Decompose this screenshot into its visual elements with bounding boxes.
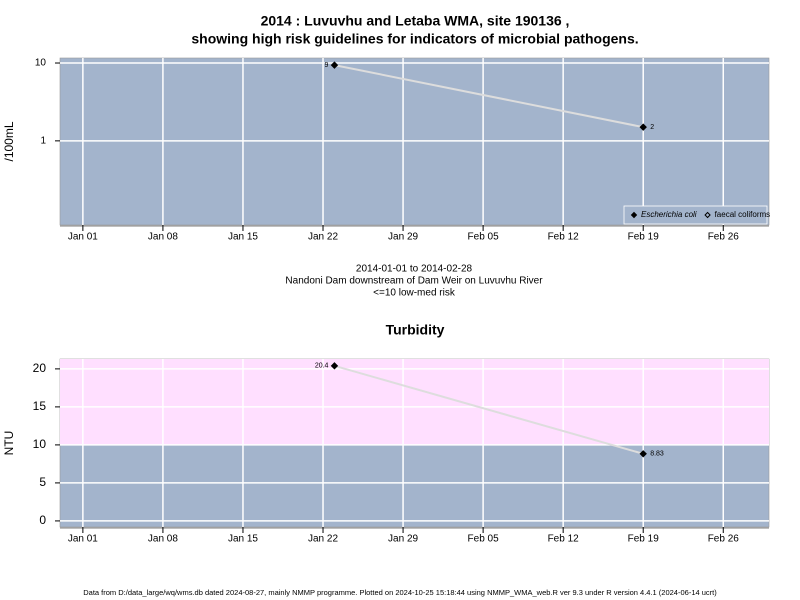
caption: 2014-01-01 to 2014-02-28	[356, 264, 473, 275]
y-tick-label: 10	[35, 58, 47, 69]
data-point	[330, 362, 339, 370]
legend-label: faecal coliforms	[715, 210, 771, 219]
legend-box	[623, 205, 768, 225]
x-tick-label: Jan 29	[388, 534, 418, 545]
series-line	[334, 364, 644, 455]
y-tick-label: 0	[39, 513, 46, 527]
x-tick-label: Jan 01	[68, 232, 98, 243]
risk-band	[60, 359, 769, 445]
x-tick-label: Feb 12	[548, 232, 580, 243]
data-point	[330, 61, 339, 69]
y-tick-label: 5	[39, 475, 46, 489]
data-label: 8.83	[650, 451, 664, 458]
y-tick-label: 20	[33, 361, 47, 375]
footer: Data from D:/data_large/wq/wms.db dated …	[83, 588, 717, 597]
y-tick-label: 1	[40, 135, 46, 146]
x-tick-label: Jan 08	[148, 232, 178, 243]
x-tick-label: Feb 12	[548, 534, 580, 545]
caption: <=10 low-med risk	[373, 288, 456, 299]
legend-label: Escherichia coli	[641, 210, 697, 219]
x-tick-label: Feb 05	[468, 534, 500, 545]
x-tick-label: Jan 29	[388, 232, 418, 243]
caption: Nandoni Dam downstream of Dam Weir on Lu…	[285, 276, 543, 287]
data-point	[639, 123, 647, 131]
x-tick-label: Feb 19	[628, 534, 660, 545]
y-tick-label: 15	[33, 399, 47, 413]
chart-title: Turbidity	[386, 322, 445, 338]
y-axis-label: NTU	[2, 431, 16, 456]
legend-marker	[630, 211, 638, 219]
x-tick-label: Jan 08	[148, 534, 178, 545]
chart-title: showing high risk guidelines for indicat…	[191, 31, 638, 47]
x-tick-label: Feb 26	[708, 232, 740, 243]
series-line	[334, 64, 644, 129]
x-tick-label: Jan 01	[68, 534, 98, 545]
data-point	[639, 450, 647, 458]
x-tick-label: Jan 22	[308, 232, 338, 243]
chart-title: 2014 : Luvuvhu and Letaba WMA, site 1901…	[261, 13, 570, 29]
x-tick-label: Jan 22	[308, 534, 338, 545]
x-tick-label: Feb 19	[628, 232, 660, 243]
x-tick-label: Jan 15	[228, 534, 258, 545]
x-tick-label: Feb 26	[708, 534, 740, 545]
data-label: 20.4	[315, 363, 329, 370]
data-label: 2	[650, 124, 654, 131]
y-axis-label: /100mL	[2, 121, 16, 161]
legend-marker	[704, 211, 711, 219]
data-label: 9	[325, 62, 329, 69]
y-tick-label: 10	[33, 437, 47, 451]
x-tick-label: Jan 15	[228, 232, 258, 243]
x-tick-label: Feb 05	[468, 232, 500, 243]
